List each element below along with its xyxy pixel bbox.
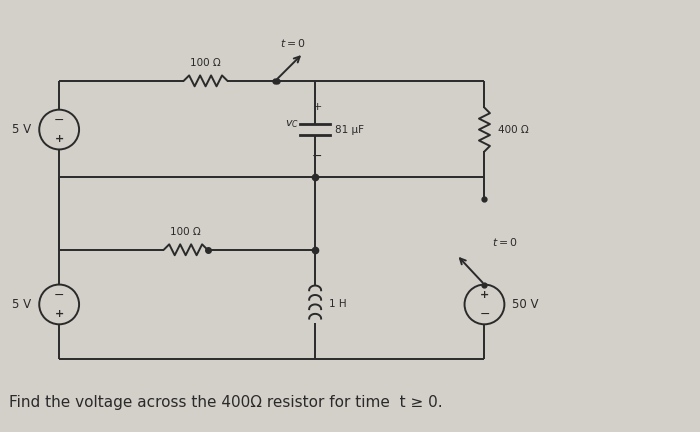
Text: +: + [480,290,489,301]
Text: +: + [312,102,322,112]
Text: $t = 0$: $t = 0$ [492,236,518,248]
Text: 5 V: 5 V [12,123,32,136]
Text: $t = 0$: $t = 0$ [280,37,306,49]
Text: 5 V: 5 V [12,298,32,311]
Text: 400 Ω: 400 Ω [498,124,529,134]
Text: $v_C$: $v_C$ [285,119,299,130]
Text: −: − [54,114,64,127]
Text: −: − [54,289,64,302]
Text: 1 H: 1 H [329,299,346,309]
Text: −: − [312,149,323,162]
Text: +: + [55,134,64,144]
Text: Find the voltage across the 400Ω resistor for time  t ≥ 0.: Find the voltage across the 400Ω resisto… [9,395,443,410]
Text: +: + [55,309,64,319]
Text: 81 μF: 81 μF [335,124,364,134]
Text: 100 Ω: 100 Ω [190,58,221,68]
Text: 100 Ω: 100 Ω [170,227,201,237]
Text: −: − [480,308,490,321]
Text: 50 V: 50 V [512,298,539,311]
